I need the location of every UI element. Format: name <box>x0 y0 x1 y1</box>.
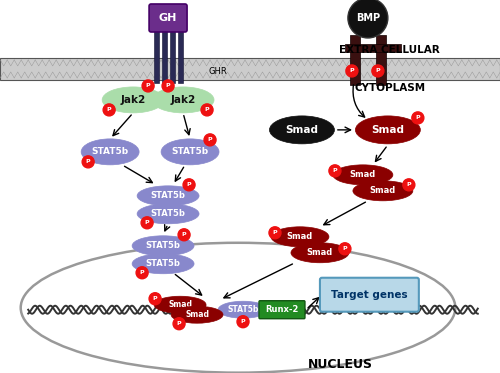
Text: P: P <box>146 84 150 88</box>
Circle shape <box>136 267 148 279</box>
Text: STAT5b: STAT5b <box>150 209 186 218</box>
Text: NUCLEUS: NUCLEUS <box>308 358 372 371</box>
Text: P: P <box>177 321 182 326</box>
Text: GHR: GHR <box>208 68 227 76</box>
Text: P: P <box>140 270 144 275</box>
Text: Target genes: Target genes <box>330 290 407 300</box>
Circle shape <box>162 80 174 92</box>
Ellipse shape <box>81 139 139 165</box>
Circle shape <box>412 112 424 124</box>
Text: GH: GH <box>159 13 178 23</box>
Circle shape <box>183 179 195 191</box>
Text: P: P <box>350 68 354 73</box>
Circle shape <box>339 243 351 255</box>
Text: P: P <box>208 137 212 142</box>
Text: EXTRA CELLULAR: EXTRA CELLULAR <box>340 45 440 55</box>
Bar <box>178 28 183 83</box>
Text: CYTOPLASM: CYTOPLASM <box>354 83 426 93</box>
Text: P: P <box>240 319 246 324</box>
Circle shape <box>103 104 115 116</box>
Text: P: P <box>182 232 186 237</box>
Text: P: P <box>166 84 170 88</box>
Circle shape <box>173 318 185 330</box>
Ellipse shape <box>161 139 219 165</box>
Ellipse shape <box>291 243 349 263</box>
Circle shape <box>269 227 281 239</box>
Text: P: P <box>86 159 90 164</box>
Circle shape <box>142 80 154 92</box>
Text: Runx-2: Runx-2 <box>266 305 298 314</box>
Text: STAT5b: STAT5b <box>146 259 180 268</box>
Text: P: P <box>204 107 210 112</box>
Text: P: P <box>186 182 192 187</box>
Bar <box>345 44 401 52</box>
Circle shape <box>178 229 190 241</box>
Circle shape <box>346 65 358 77</box>
Text: P: P <box>376 68 380 73</box>
Bar <box>162 28 167 83</box>
Ellipse shape <box>353 181 413 201</box>
Text: Smad: Smad <box>287 232 313 241</box>
Ellipse shape <box>132 236 194 256</box>
Circle shape <box>82 156 94 168</box>
Circle shape <box>237 316 249 328</box>
Ellipse shape <box>356 116 420 144</box>
Text: Smad: Smad <box>372 125 404 135</box>
Text: STAT5b: STAT5b <box>228 305 258 314</box>
Ellipse shape <box>270 116 334 144</box>
Ellipse shape <box>137 204 199 224</box>
Text: P: P <box>272 230 278 235</box>
Text: Smad: Smad <box>370 186 396 195</box>
Text: P: P <box>107 107 112 112</box>
Bar <box>154 28 159 83</box>
Bar <box>376 35 386 85</box>
Text: STAT5b: STAT5b <box>172 147 208 156</box>
Circle shape <box>141 217 153 229</box>
Ellipse shape <box>333 165 393 185</box>
FancyBboxPatch shape <box>259 301 305 319</box>
Text: P: P <box>153 296 158 301</box>
Text: P: P <box>342 246 347 251</box>
Text: BMP: BMP <box>356 13 380 23</box>
Bar <box>170 28 175 83</box>
Ellipse shape <box>152 87 214 113</box>
Ellipse shape <box>154 296 206 313</box>
Circle shape <box>201 104 213 116</box>
Text: P: P <box>332 168 337 173</box>
Circle shape <box>149 293 161 305</box>
Text: Smad: Smad <box>307 248 333 257</box>
Circle shape <box>403 179 415 191</box>
Text: STAT5b: STAT5b <box>146 241 180 250</box>
Text: STAT5b: STAT5b <box>92 147 128 156</box>
Text: Jak2: Jak2 <box>170 95 196 105</box>
FancyBboxPatch shape <box>320 278 419 312</box>
Text: P: P <box>416 115 420 120</box>
Text: P: P <box>406 182 411 187</box>
FancyBboxPatch shape <box>149 4 187 32</box>
Text: Smad: Smad <box>350 170 376 179</box>
Circle shape <box>348 0 388 38</box>
Text: STAT5b: STAT5b <box>150 191 186 200</box>
Text: P: P <box>145 220 150 225</box>
Ellipse shape <box>132 254 194 274</box>
Text: Jak2: Jak2 <box>120 95 146 105</box>
Text: Smad: Smad <box>185 310 209 319</box>
Text: Smad: Smad <box>286 125 318 135</box>
Text: Smad: Smad <box>168 300 192 309</box>
Bar <box>0 58 500 80</box>
Ellipse shape <box>137 186 199 206</box>
Bar <box>350 35 360 85</box>
Ellipse shape <box>218 301 268 318</box>
Circle shape <box>372 65 384 77</box>
Circle shape <box>329 165 341 177</box>
Ellipse shape <box>171 306 223 323</box>
Circle shape <box>204 134 216 146</box>
Ellipse shape <box>271 227 329 247</box>
Ellipse shape <box>102 87 164 113</box>
